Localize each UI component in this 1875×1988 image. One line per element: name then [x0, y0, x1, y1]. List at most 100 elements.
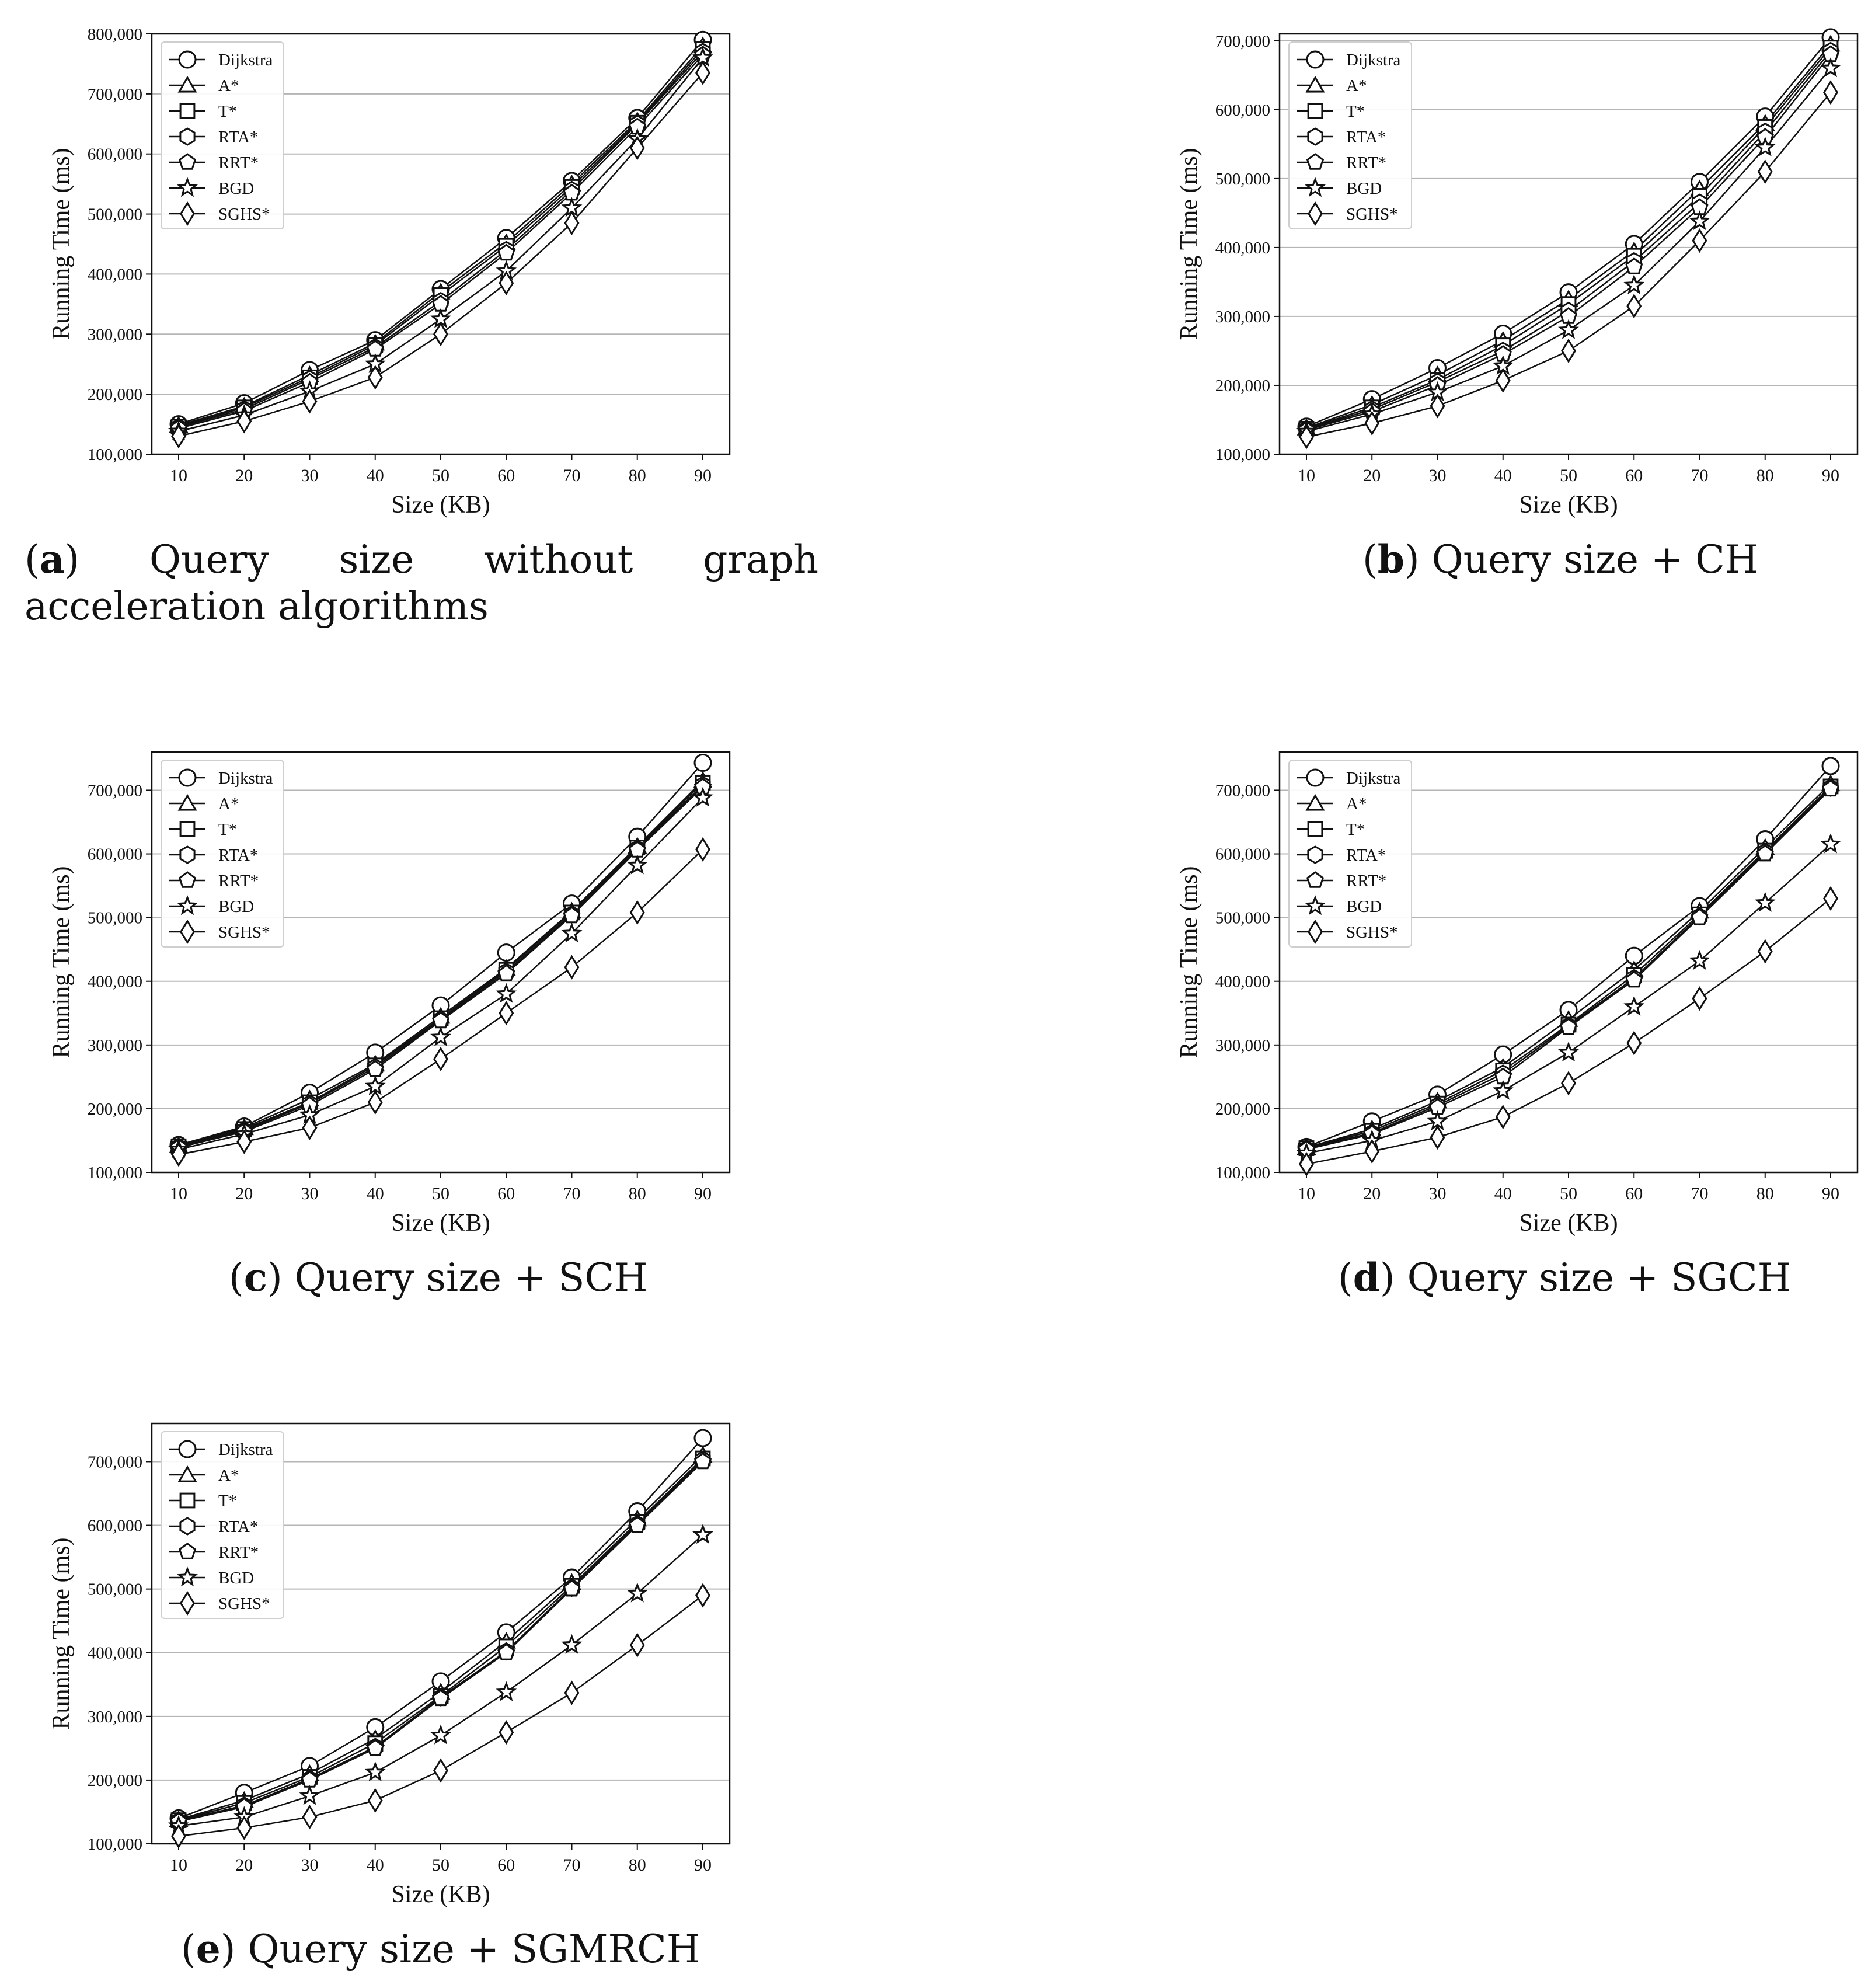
data-point-diamond [302, 1115, 318, 1140]
legend-label: RRT* [218, 154, 259, 172]
legend-label: RTA* [1346, 128, 1386, 147]
y-tick-label: 500,000 [88, 206, 142, 224]
legend-label: SGHS* [1346, 923, 1398, 942]
legend-marker-hexagon [179, 127, 196, 146]
y-tick-label: 100,000 [1215, 445, 1270, 464]
x-tick-label: 60 [497, 1184, 515, 1203]
legend-marker-triangle [177, 75, 197, 93]
x-tick-label: 50 [1560, 1184, 1577, 1203]
x-axis-label: Size (KB) [1519, 492, 1618, 518]
legend-label: T* [218, 102, 237, 121]
x-axis-label: Size (KB) [391, 1210, 490, 1237]
chart-panel-e: 100,000 200,000 300,000 400,000 500,000 600,0… [0, 1390, 782, 1973]
data-point-circle [1821, 757, 1840, 775]
data-point-diamond [1561, 1071, 1576, 1096]
legend-label: BGD [1346, 179, 1382, 198]
y-tick-label: 500,000 [1215, 170, 1270, 189]
legend-item: Dijkstra [1297, 768, 1401, 788]
data-point-diamond [695, 837, 710, 862]
x-tick-label: 30 [1429, 1184, 1447, 1203]
y-tick-label: 400,000 [1215, 239, 1270, 257]
caption-c: (c) Query size + SCH [229, 1255, 648, 1300]
legend-marker-triangle [177, 793, 197, 811]
series-markers [171, 837, 710, 1167]
legend-label: RRT* [218, 872, 259, 890]
legend-label: T* [218, 1492, 237, 1510]
legend-marker-star [177, 895, 198, 915]
data-point-diamond [1823, 886, 1838, 911]
caption-a: (a) Query size without graph acceleratio… [25, 537, 818, 629]
chart-b: 100,000 200,000 300,000 400,000 500,000 600,0… [1176, 28, 1859, 518]
y-tick-label: 200,000 [88, 1100, 142, 1119]
data-point-star [299, 1785, 320, 1805]
legend-label: Dijkstra [1346, 51, 1401, 69]
y-tick-label: 600,000 [1215, 101, 1270, 120]
data-point-diamond [1430, 1124, 1445, 1150]
legend-item: Dijkstra [1297, 50, 1401, 69]
data-point-star [1623, 274, 1645, 295]
data-point-star [561, 922, 583, 943]
x-tick-label: 40 [367, 1855, 384, 1875]
legend-marker-diamond [1308, 201, 1323, 227]
y-axis-label: Running Time (ms) [48, 148, 75, 340]
data-point-diamond [1364, 1139, 1380, 1164]
legend-label: Dijkstra [218, 769, 273, 788]
caption-letter-c: c [243, 1255, 267, 1300]
legend-marker-star [1305, 177, 1326, 197]
chart-e: 100,000 200,000 300,000 400,000 500,000 600,0… [48, 1422, 731, 1908]
x-tick-label: 70 [563, 1855, 581, 1875]
legend-label: Dijkstra [218, 51, 273, 69]
x-tick-label: 80 [1756, 1184, 1774, 1203]
y-tick-label: 200,000 [1215, 1100, 1270, 1119]
legend-item: RTA* [169, 845, 258, 865]
data-point-diamond [433, 1758, 448, 1783]
x-tick-label: 70 [1691, 466, 1709, 485]
y-axis-label: Running Time (ms) [48, 866, 75, 1058]
y-axis-label: Running Time (ms) [1176, 866, 1203, 1058]
y-tick-label: 500,000 [1215, 909, 1270, 928]
y-tick-label: 700,000 [88, 781, 142, 800]
x-axis-label: Size (KB) [1519, 1210, 1618, 1237]
x-tick-label: 20 [235, 1855, 253, 1875]
x-tick-label: 90 [694, 466, 712, 485]
x-tick-label: 10 [170, 1855, 187, 1875]
data-point-star [1623, 995, 1645, 1016]
data-point-circle [497, 943, 515, 962]
data-point-diamond [433, 1046, 448, 1071]
data-point-diamond [499, 1001, 514, 1026]
x-tick-label: 80 [629, 466, 646, 485]
data-point-diamond [629, 135, 645, 161]
data-point-diamond [1364, 410, 1380, 436]
data-point-diamond [499, 1720, 514, 1745]
legend-marker-star [1305, 895, 1326, 915]
data-point-pentagon [497, 1643, 515, 1660]
y-tick-label: 100,000 [88, 445, 142, 464]
legend-marker-pentagon [1306, 153, 1325, 170]
caption-letter-a: a [39, 537, 65, 582]
data-point-diamond [629, 900, 645, 925]
legend-marker-triangle [177, 1465, 197, 1482]
x-tick-label: 90 [694, 1855, 712, 1875]
data-point-diamond [499, 270, 514, 295]
legend-marker-square [1307, 103, 1323, 119]
legend-marker-triangle [1305, 793, 1325, 811]
legend-marker-star [177, 177, 198, 197]
legend-item: RRT* [1297, 871, 1386, 890]
caption-text-b: Query size + CH [1431, 537, 1759, 582]
legend-item: Dijkstra [169, 50, 273, 69]
x-axis-label: Size (KB) [391, 1881, 490, 1908]
legend-marker-diamond [180, 919, 195, 945]
legend-label: A* [218, 795, 239, 813]
legend-item: BGD [1297, 177, 1382, 198]
y-tick-label: 600,000 [88, 145, 142, 164]
legend-marker-pentagon [178, 1543, 197, 1559]
x-tick-label: 50 [432, 1184, 449, 1203]
x-tick-label: 90 [1822, 466, 1839, 485]
caption-text-c: Query size + SCH [294, 1255, 648, 1300]
legend-label: SGHS* [218, 205, 270, 224]
x-tick-label: 80 [1756, 466, 1774, 485]
data-point-diamond [236, 409, 252, 434]
x-tick-label: 50 [1560, 466, 1577, 485]
data-point-diamond [171, 1823, 186, 1848]
legend-marker-circle [1306, 768, 1325, 787]
